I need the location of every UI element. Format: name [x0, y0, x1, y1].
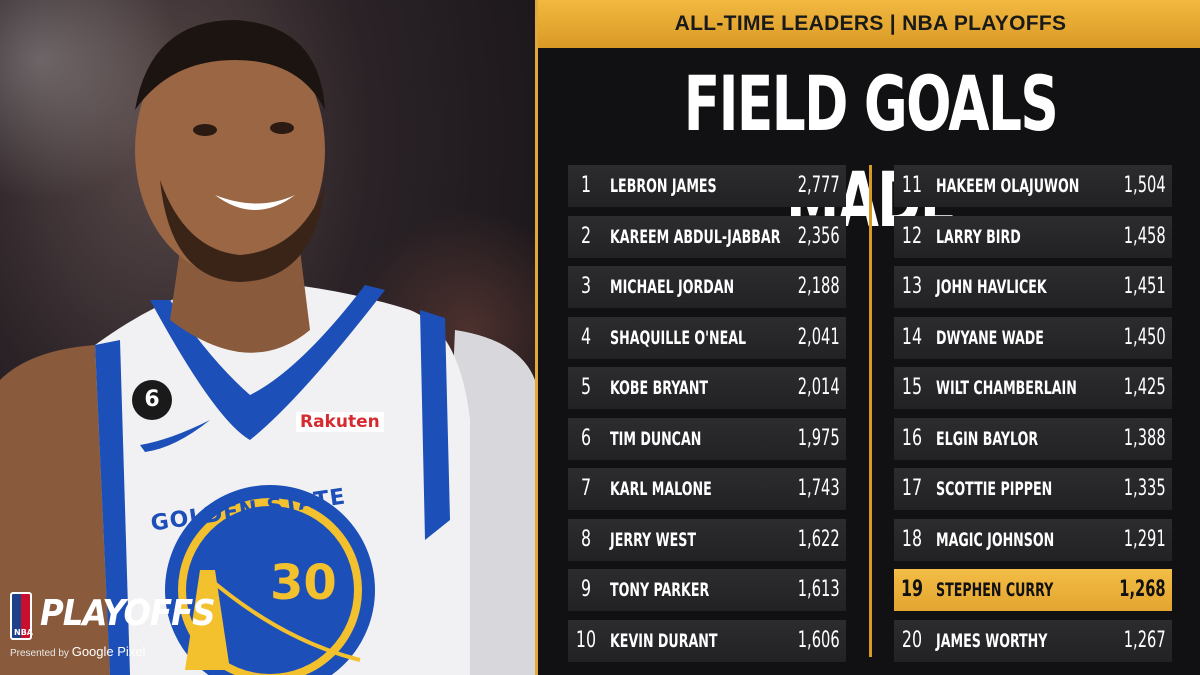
- leader-value: 1,267: [1124, 627, 1166, 653]
- leader-rank: 17: [901, 476, 923, 501]
- leader-name: TONY PARKER: [610, 579, 710, 601]
- leader-name: MAGIC JOHNSON: [936, 528, 1055, 551]
- leader-name: KEVIN DURANT: [610, 629, 718, 652]
- leader-row: 11 HAKEEM OLAJUWON 1,504: [894, 165, 1172, 207]
- leader-rank: 6: [580, 425, 592, 451]
- nba-logo-icon: NBA: [10, 592, 33, 640]
- leaders-list-right: 11 HAKEEM OLAJUWON 1,504 12 LARRY BIRD 1,458 1…: [894, 165, 1172, 670]
- leader-row: 2 KAREEM ABDUL-JABBAR 2,356: [568, 215, 846, 258]
- leader-row: 3 MICHAEL JORDAN 2,188: [568, 266, 846, 308]
- leader-value: 2,188: [798, 274, 840, 299]
- leader-row: 20 JAMES WORTHY 1,267: [894, 619, 1172, 662]
- leader-rank: 13: [901, 274, 923, 299]
- header-bar: ALL-TIME LEADERS | NBA PLAYOFFS: [538, 0, 1200, 48]
- leader-row: 8 JERRY WEST 1,622: [568, 518, 846, 561]
- leader-rank: 12: [901, 223, 923, 249]
- leader-rank: 5: [580, 375, 592, 400]
- leader-rank: 1: [580, 173, 592, 198]
- leader-name: JERRY WEST: [610, 528, 696, 551]
- leader-rank: 3: [580, 274, 592, 299]
- presented-label: Presented by: [10, 648, 69, 659]
- leader-name: STEPHEN CURRY: [936, 579, 1054, 601]
- column-divider: [869, 165, 872, 657]
- leader-value: 2,041: [798, 324, 840, 350]
- jersey-sponsor: Rakuten: [296, 412, 384, 432]
- leader-value: 1,975: [798, 425, 840, 451]
- leader-rank: 8: [580, 526, 592, 552]
- player-photo: 6 Rakuten GOLDEN STATE 30 NBA PLAYOFFS P…: [0, 0, 535, 675]
- leader-rank: 10: [575, 627, 597, 653]
- leader-name: HAKEEM OLAJUWON: [936, 175, 1080, 197]
- leader-value: 1,268: [1119, 577, 1166, 602]
- leader-row: 1 LEBRON JAMES 2,777: [568, 165, 846, 207]
- leaders-list-left: 1 LEBRON JAMES 2,777 2 KAREEM ABDUL-JABBAR 2,…: [568, 165, 846, 670]
- leader-rank: 11: [901, 173, 923, 198]
- leader-name: LEBRON JAMES: [610, 175, 717, 197]
- header-text: ALL-TIME LEADERS | NBA PLAYOFFS: [674, 12, 1067, 35]
- leader-row-highlighted: 19 STEPHEN CURRY 1,268: [894, 569, 1172, 611]
- leader-rank: 2: [580, 223, 592, 249]
- leader-value: 2,777: [798, 173, 840, 198]
- leader-name: SHAQUILLE O'NEAL: [610, 326, 747, 349]
- leader-name: TIM DUNCAN: [610, 427, 702, 450]
- leader-row: 18 MAGIC JOHNSON 1,291: [894, 518, 1172, 561]
- leader-value: 1,743: [798, 476, 840, 501]
- leader-value: 1,291: [1124, 526, 1166, 552]
- leader-row: 7 KARL MALONE 1,743: [568, 468, 846, 510]
- leader-name: KARL MALONE: [610, 478, 712, 500]
- nba-logo-text: NBA: [14, 628, 33, 637]
- leader-row: 9 TONY PARKER 1,613: [568, 569, 846, 611]
- leader-value: 1,458: [1124, 223, 1166, 249]
- leader-value: 1,504: [1124, 173, 1166, 198]
- leader-value: 2,014: [798, 375, 840, 400]
- leader-row: 4 SHAQUILLE O'NEAL 2,041: [568, 316, 846, 359]
- leader-rank: 18: [901, 526, 923, 552]
- leader-value: 1,335: [1124, 476, 1166, 501]
- leader-row: 17 SCOTTIE PIPPEN 1,335: [894, 468, 1172, 510]
- leader-rank: 20: [901, 627, 923, 653]
- leader-row: 10 KEVIN DURANT 1,606: [568, 619, 846, 662]
- leader-row: 5 KOBE BRYANT 2,014: [568, 367, 846, 409]
- leader-rank: 16: [901, 425, 923, 451]
- leader-value: 1,425: [1124, 375, 1166, 400]
- leader-name: ELGIN BAYLOR: [936, 427, 1039, 450]
- leader-rank: 9: [580, 577, 592, 602]
- leader-row: 6 TIM DUNCAN 1,975: [568, 417, 846, 460]
- playoffs-wordmark: PLAYOFFS: [40, 593, 216, 634]
- leader-name: DWYANE WADE: [936, 326, 1044, 349]
- leader-rank: 14: [901, 324, 923, 350]
- leader-rank: 7: [580, 476, 592, 501]
- playoffs-brand: NBA PLAYOFFS Presented by Google Pixel: [10, 588, 216, 668]
- leader-value: 2,356: [798, 223, 840, 249]
- sponsor-name: Google Pixel: [71, 644, 146, 659]
- leader-row: 14 DWYANE WADE 1,450: [894, 316, 1172, 359]
- leader-name: KOBE BRYANT: [610, 377, 709, 399]
- leaderboard-panel: ALL-TIME LEADERS | NBA PLAYOFFS FIELD GO…: [535, 0, 1200, 675]
- leader-name: SCOTTIE PIPPEN: [936, 478, 1053, 500]
- leader-name: JOHN HAVLICEK: [936, 276, 1047, 298]
- leader-name: LARRY BIRD: [936, 225, 1021, 248]
- presented-by: Presented by Google Pixel: [10, 644, 145, 659]
- leader-name: MICHAEL JORDAN: [610, 276, 735, 298]
- leader-value: 1,613: [798, 577, 840, 602]
- leader-value: 1,450: [1124, 324, 1166, 350]
- leader-value: 1,388: [1124, 425, 1166, 451]
- leader-row: 13 JOHN HAVLICEK 1,451: [894, 266, 1172, 308]
- leader-row: 16 ELGIN BAYLOR 1,388: [894, 417, 1172, 460]
- leader-rank: 4: [580, 324, 592, 350]
- leader-row: 12 LARRY BIRD 1,458: [894, 215, 1172, 258]
- leader-rank: 19: [900, 577, 924, 602]
- leader-value: 1,606: [798, 627, 840, 653]
- jersey-patch-number: 6: [144, 387, 160, 412]
- player-illustration: [0, 20, 535, 675]
- leader-value: 1,451: [1124, 274, 1166, 299]
- leader-name: JAMES WORTHY: [936, 629, 1048, 652]
- leader-rank: 15: [901, 375, 923, 400]
- leader-name: KAREEM ABDUL-JABBAR: [610, 225, 781, 248]
- leader-row: 15 WILT CHAMBERLAIN 1,425: [894, 367, 1172, 409]
- leader-value: 1,622: [798, 526, 840, 552]
- jersey-number: 30: [270, 555, 337, 611]
- page-title: FIELD GOALS MADE: [683, 59, 1059, 244]
- leader-name: WILT CHAMBERLAIN: [936, 377, 1077, 399]
